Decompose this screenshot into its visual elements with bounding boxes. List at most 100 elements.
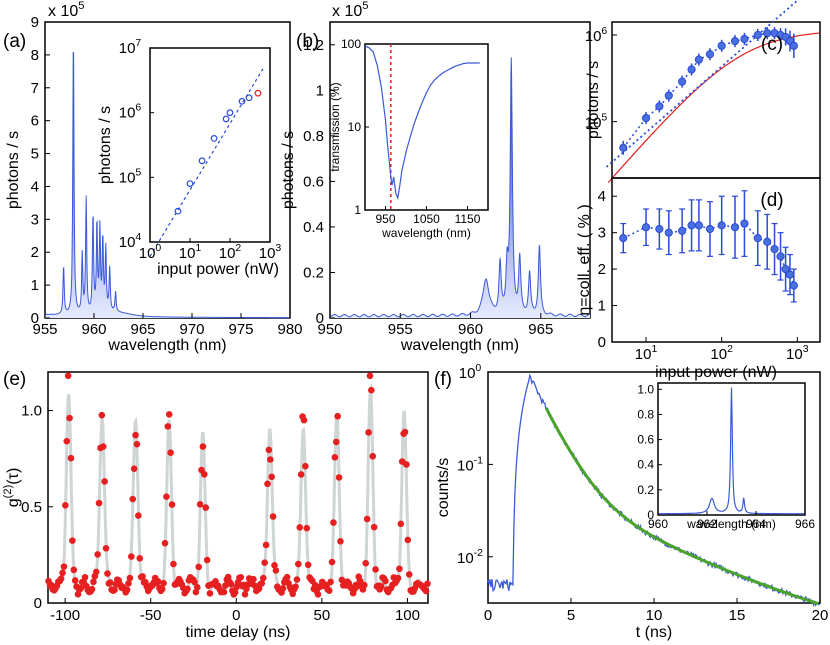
data-point <box>335 474 343 481</box>
data-point <box>264 480 271 488</box>
data-point <box>332 438 340 446</box>
data-point <box>331 454 339 461</box>
x-tick-label: 103 <box>786 343 809 363</box>
panel-e: -100 -50 0 50 100 0 0.5 1.0 time delay (ns) g(2)(… <box>2 369 431 641</box>
x-tick-label: 970 <box>179 321 204 338</box>
panel-a: 955 960 965 970 975 980 0 1 2 3 4 5 6 7 8 9 wavelength (… <box>3 0 303 354</box>
y-tick-label: 5 <box>31 146 39 163</box>
data-point <box>258 580 266 587</box>
data-point <box>57 575 65 582</box>
data-point <box>717 41 726 50</box>
inset-y-tick-label: 105 <box>119 166 142 186</box>
data-point <box>203 556 211 564</box>
inset-data-point <box>245 94 253 102</box>
linear-fit-line <box>605 0 798 168</box>
data-point <box>369 452 377 460</box>
data-point <box>619 234 628 243</box>
y-tick-label: 2 <box>598 261 606 278</box>
data-point <box>366 372 374 380</box>
y-tick-label: 0.2 <box>303 264 324 281</box>
y-tick-label: 1.2 <box>303 37 324 54</box>
data-point <box>619 143 628 152</box>
data-point <box>130 465 138 472</box>
data-point <box>98 411 106 419</box>
data-point <box>405 571 413 578</box>
data-point <box>63 437 71 445</box>
fit-trace <box>544 407 819 606</box>
y-tick-label: 6 <box>31 113 39 130</box>
data-point <box>231 588 239 596</box>
data-point <box>135 512 142 519</box>
data-point <box>59 569 66 577</box>
data-point <box>71 577 79 584</box>
data-point <box>789 281 798 290</box>
inset-frame <box>657 382 806 516</box>
inset-x-tick-label: 950 <box>375 212 395 226</box>
panel-f: 0 5 10 15 20 100 10-1 10-2 t (ns) counts/s (f) 960 9… <box>434 362 828 641</box>
panel-label: (b) <box>296 31 319 52</box>
data-point <box>396 565 403 573</box>
x-tick-label: 5 <box>567 607 575 624</box>
data-point <box>241 591 249 598</box>
data-point <box>272 567 280 574</box>
y-tick-label: 1.0 <box>21 403 42 420</box>
y-tick-label: 0.4 <box>303 219 324 236</box>
data-point <box>404 536 412 544</box>
inset-x-tick-label: 102 <box>219 242 242 262</box>
data-point <box>261 559 268 566</box>
data-point <box>300 416 308 424</box>
data-point <box>694 221 704 230</box>
data-point <box>295 560 302 568</box>
inset-transmission-curve <box>364 45 480 201</box>
data-point <box>664 228 673 237</box>
data-point <box>266 456 274 463</box>
data-point <box>99 443 107 450</box>
data-point <box>292 583 299 590</box>
y-tick-label: 8 <box>31 47 39 64</box>
data-point <box>271 562 278 569</box>
data-point <box>297 471 305 478</box>
fit-curve <box>47 382 430 595</box>
data-point <box>687 221 696 230</box>
y-tick-label: 10-1 <box>457 454 483 474</box>
inset-data-point <box>198 157 206 165</box>
x-tick-label: 100 <box>395 607 420 624</box>
x-tick-label: 960 <box>81 321 106 338</box>
y-tick-label: 1 <box>316 82 324 99</box>
data-point <box>269 513 277 520</box>
data-point <box>372 566 379 573</box>
inset-fit-line <box>149 67 265 257</box>
y-axis-label: photons / s <box>585 61 602 139</box>
spectrum-line <box>45 51 290 319</box>
y-axis-label: g(2)(τ) <box>2 468 22 508</box>
data-point <box>641 113 651 123</box>
x-axis-label: wavelength (nm) <box>107 337 226 354</box>
data-point <box>279 585 287 592</box>
data-point <box>678 77 687 86</box>
x-axis-label: t (ns) <box>636 624 672 641</box>
data-point <box>60 563 68 570</box>
data-point <box>106 579 114 586</box>
data-point <box>753 30 762 40</box>
data-point <box>789 41 798 50</box>
data-point <box>314 591 322 598</box>
data-point <box>206 590 214 597</box>
data-point <box>259 574 267 582</box>
x-tick-label: 965 <box>130 321 155 338</box>
data-point <box>330 519 337 526</box>
inset-spectrum <box>658 387 805 515</box>
data-point <box>196 501 204 508</box>
plot-frame <box>487 371 821 604</box>
inset-y-tick-label: 0.6 <box>637 433 654 447</box>
x-tick-label: -100 <box>50 607 80 624</box>
data-point <box>202 504 210 511</box>
data-point <box>397 520 405 528</box>
inset-x-label: input power (nW) <box>157 261 279 278</box>
x-tick-label: 10 <box>646 607 663 624</box>
data-point <box>424 580 431 587</box>
y-tick-label: 0.6 <box>303 173 324 190</box>
x-tick-label: 102 <box>710 343 733 363</box>
y-tick-label: 0 <box>31 310 39 327</box>
inset-data-point <box>254 89 262 97</box>
data-point <box>193 583 201 591</box>
